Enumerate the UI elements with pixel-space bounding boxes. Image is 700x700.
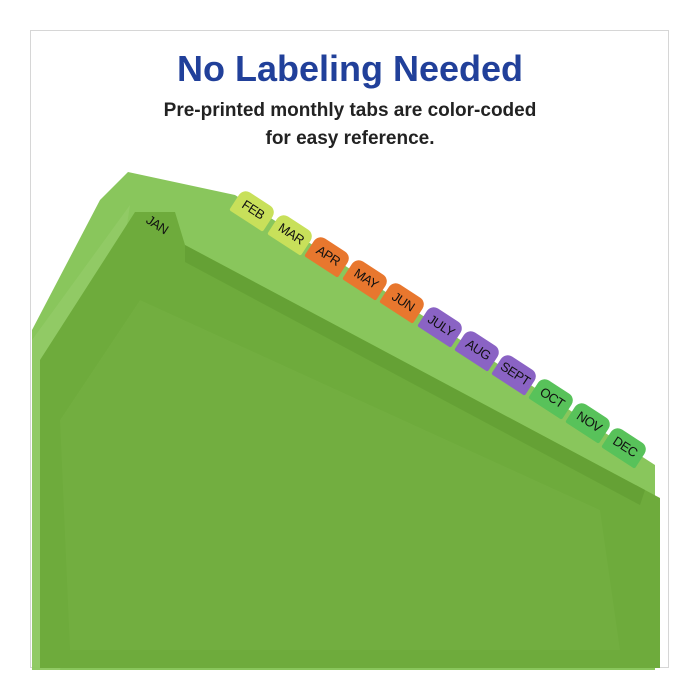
headline: No Labeling Needed <box>176 48 524 89</box>
inner-sheet <box>60 300 620 650</box>
subtitle-line-1: Pre-printed monthly tabs are color-coded <box>163 100 537 121</box>
front-divider-edge <box>185 245 645 505</box>
subtitle-line-2: for easy reference. <box>265 128 435 149</box>
